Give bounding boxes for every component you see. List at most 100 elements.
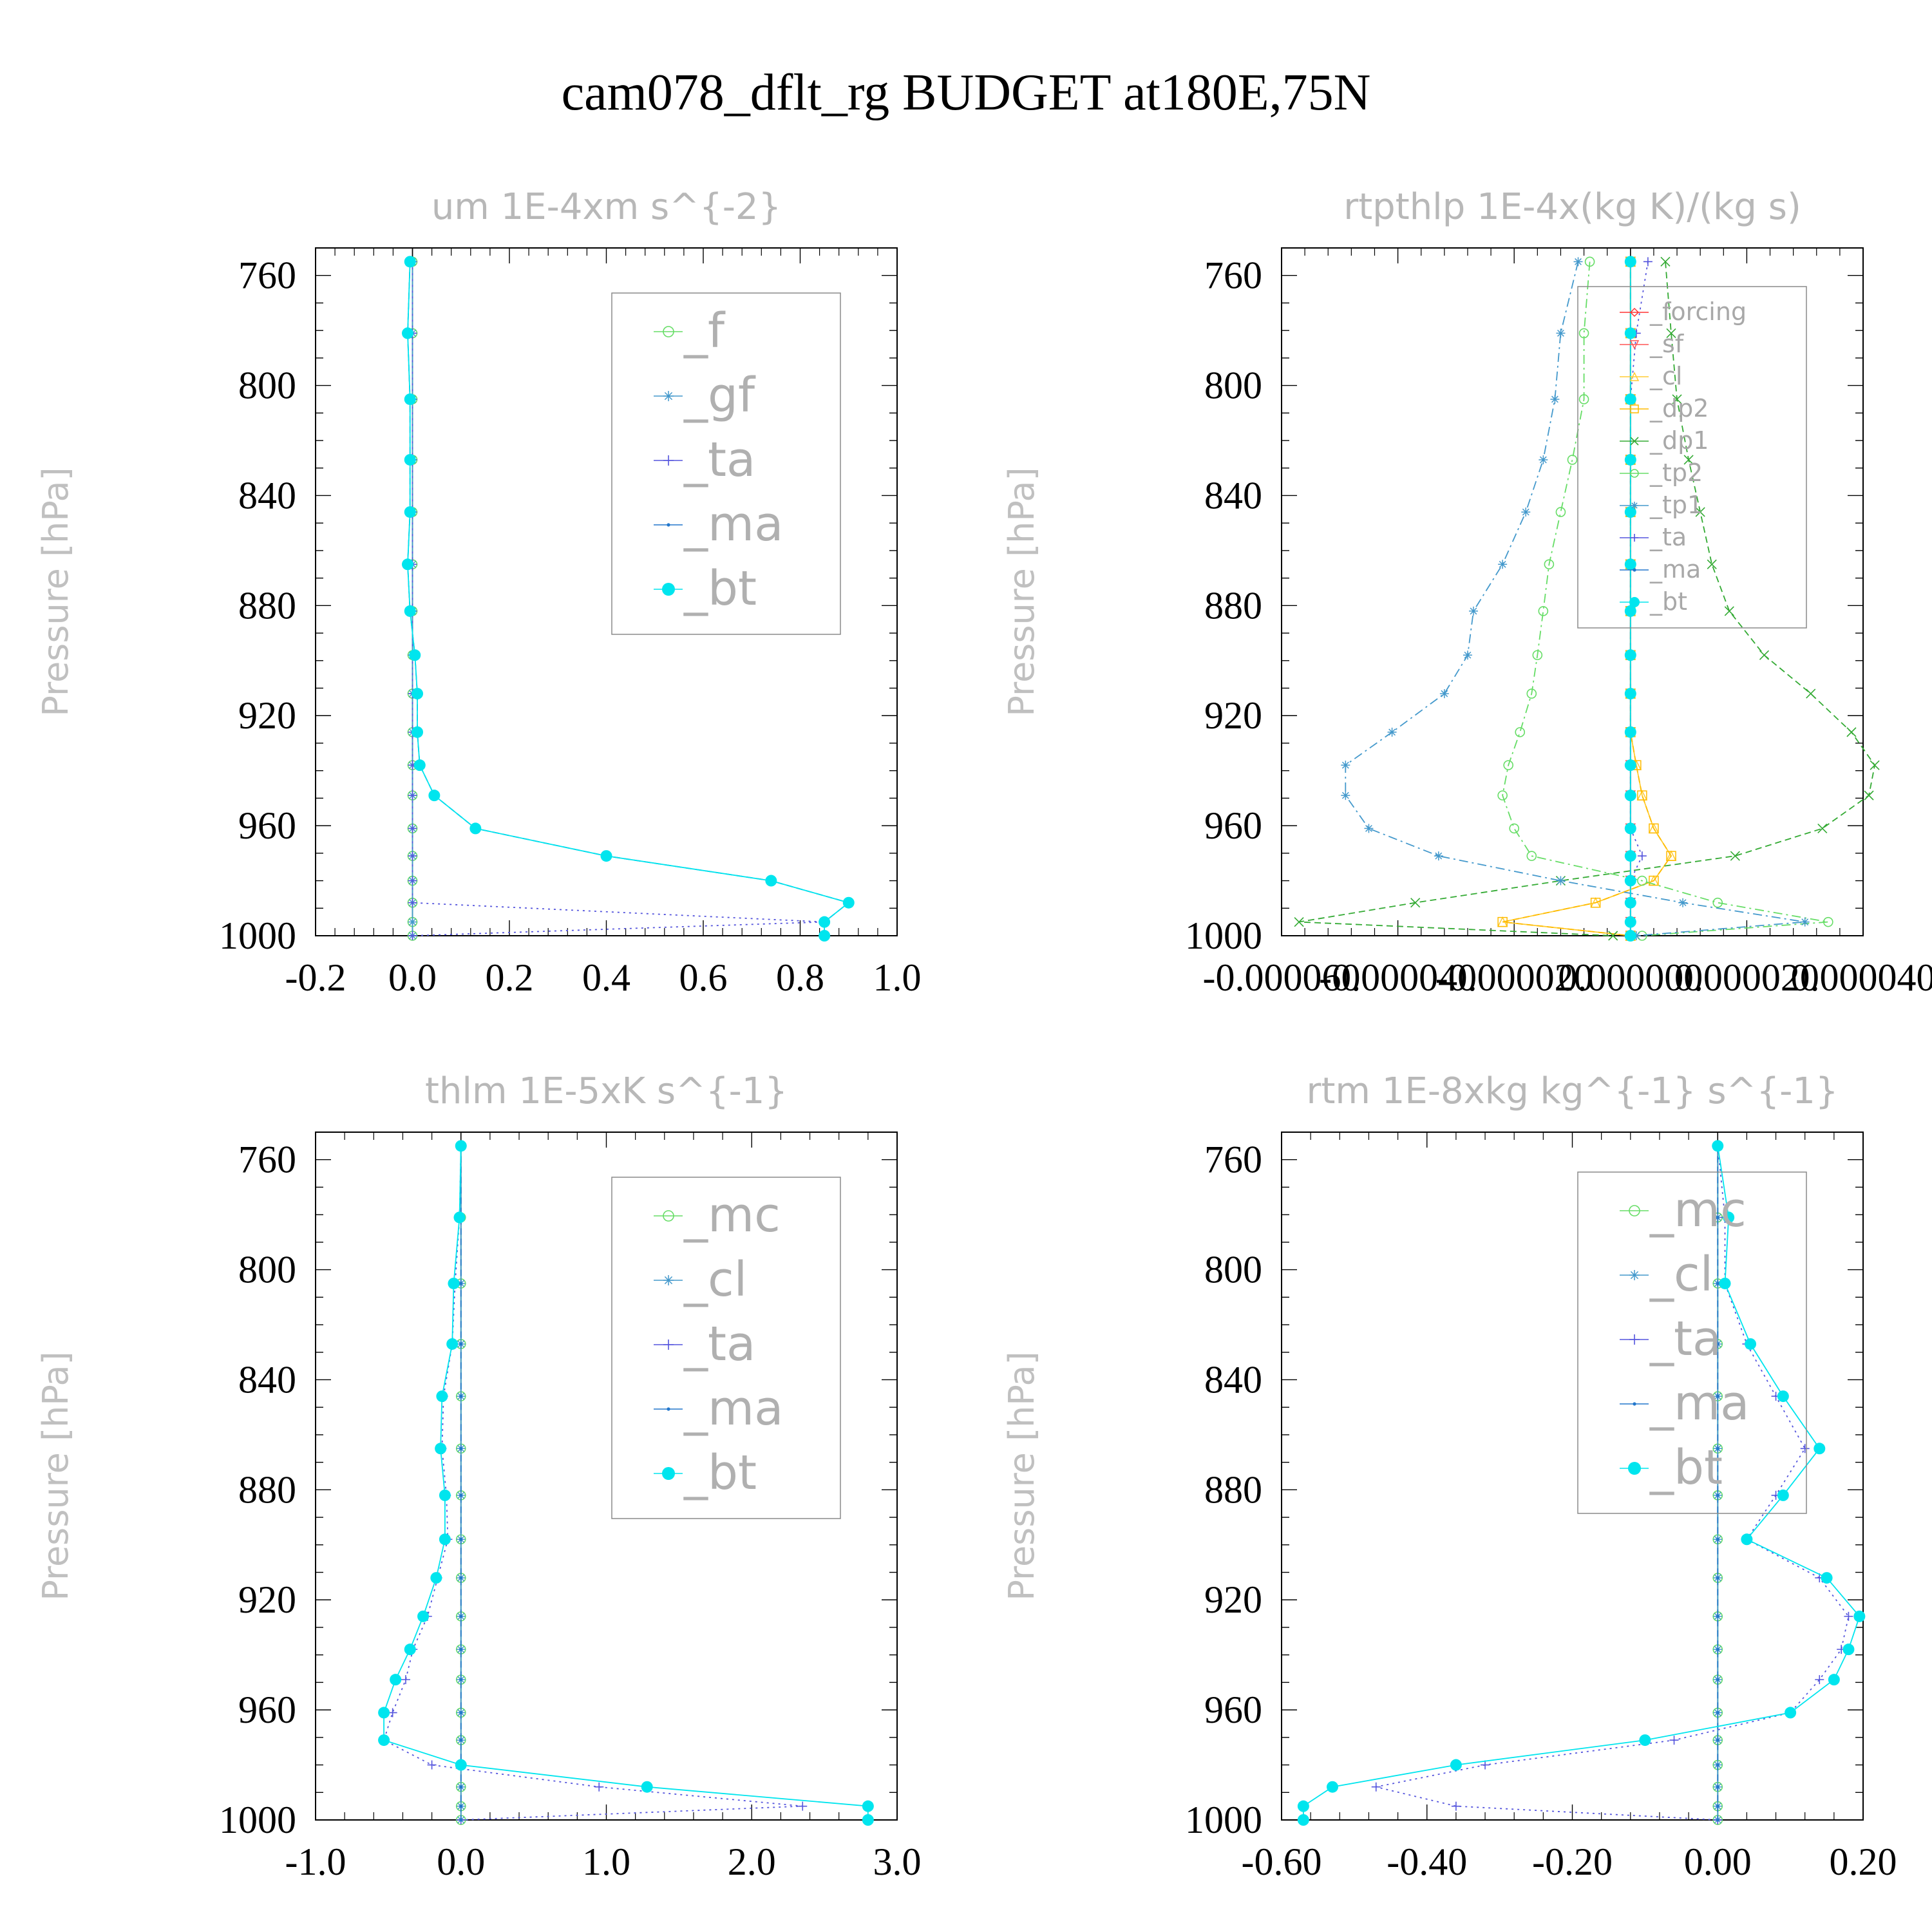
data-point-shape (459, 1537, 463, 1541)
x-tick-label: 0.0 (437, 1841, 485, 1883)
data-point (1624, 759, 1636, 772)
data-point (439, 1533, 451, 1546)
data-point (412, 726, 424, 738)
data-point (408, 898, 417, 907)
data-point (1853, 1610, 1866, 1622)
panel-title: um 1E-4xm s^{-2} (431, 186, 781, 228)
data-point (1817, 823, 1828, 833)
data-point (1497, 916, 1508, 927)
data-point-shape (1498, 560, 1508, 569)
data-point-shape (1297, 1814, 1309, 1826)
data-point (1716, 1446, 1719, 1450)
data-point (1716, 1394, 1719, 1398)
data-point-shape (1624, 930, 1636, 942)
legend-entry: _ta (1620, 523, 1687, 551)
data-point (459, 1446, 463, 1450)
legend-label: _tp2 (1649, 459, 1703, 487)
data-point (1637, 790, 1647, 800)
y-axis-label: Pressure [hPa] (35, 1351, 76, 1600)
legend-marker-shape (1629, 340, 1640, 350)
legend-marker-shape (1629, 372, 1640, 381)
legend-entry: _ta (1620, 1311, 1721, 1367)
data-point (1683, 455, 1694, 465)
data-point (427, 1760, 437, 1770)
data-point-shape (1538, 606, 1549, 616)
y-tick-label: 1000 (219, 914, 296, 957)
data-point-shape (1712, 897, 1723, 908)
data-point-shape (1741, 1533, 1753, 1546)
legend-entry: _bt (654, 561, 757, 616)
legend-marker-shape (663, 455, 674, 466)
data-point-shape (408, 876, 417, 886)
legend-label: _bt (683, 561, 757, 616)
data-point-shape (1817, 823, 1828, 833)
data-point (1785, 1707, 1797, 1719)
data-point (453, 1211, 466, 1224)
data-point (1341, 791, 1350, 800)
data-point (1712, 1140, 1724, 1152)
data-point (1716, 1710, 1719, 1714)
legend-marker-shape (662, 1467, 675, 1480)
data-point (1515, 727, 1526, 737)
data-point-shape (417, 1610, 430, 1622)
data-point (459, 1615, 463, 1618)
data-point (409, 649, 421, 661)
data-point-shape (1723, 1211, 1735, 1224)
data-point-shape (1509, 823, 1519, 834)
data-point-shape (439, 1489, 451, 1501)
data-point-shape (1624, 896, 1636, 909)
data-point-shape (1716, 1763, 1719, 1767)
y-tick-label: 840 (238, 1358, 296, 1401)
data-point-shape (1434, 851, 1443, 861)
legend-marker-shape (663, 1275, 674, 1285)
legend-entry: _ma (1620, 1376, 1749, 1431)
data-point-shape (1624, 688, 1636, 700)
legend-label: _cl (683, 1252, 747, 1307)
data-point (408, 931, 417, 940)
legend-marker (663, 326, 674, 337)
y-tick-label: 1000 (1185, 1799, 1262, 1841)
legend-box (1577, 1171, 1807, 1514)
series-line (407, 261, 850, 936)
data-point (1451, 1801, 1461, 1811)
data-point-shape (404, 506, 416, 518)
data-point-shape (459, 1710, 463, 1714)
data-point-shape (1555, 507, 1566, 517)
data-point-shape (1624, 506, 1636, 518)
data-point-shape (378, 1734, 390, 1747)
series-line (1376, 1146, 1850, 1821)
data-point-shape (1515, 727, 1526, 737)
data-point-shape (1468, 606, 1478, 616)
legend-marker (1629, 1270, 1640, 1280)
data-point (1821, 1572, 1833, 1584)
data-point (417, 1610, 430, 1622)
data-point (1716, 1785, 1719, 1789)
legend-entry: _f (654, 303, 726, 359)
data-point (1637, 875, 1647, 886)
panel-title: thlm 1E-5xK s^{-1} (425, 1070, 788, 1112)
x-tick-label: 0.2 (486, 956, 534, 999)
legend-entry: _mc (654, 1188, 781, 1243)
data-point-shape (1660, 256, 1671, 267)
data-point (459, 1282, 463, 1285)
legend-marker (663, 1340, 674, 1350)
data-point-shape (1532, 650, 1543, 661)
data-point (408, 851, 417, 861)
legend-marker-shape (663, 391, 674, 401)
data-point (1573, 257, 1583, 267)
legend-label: _ma (1649, 1376, 1749, 1431)
data-point (1498, 560, 1508, 569)
data-point (1777, 1489, 1789, 1501)
x-tick-label: -0.60 (1242, 1841, 1322, 1883)
data-point-shape (641, 1781, 653, 1793)
legend-marker-shape (667, 523, 670, 527)
data-point-shape (459, 1282, 463, 1285)
data-point-shape (408, 791, 417, 800)
data-point-shape (459, 1576, 463, 1580)
legend-marker (1631, 502, 1638, 509)
data-point (1823, 916, 1833, 927)
legend-label: _ma (683, 497, 783, 552)
data-point (1716, 1282, 1719, 1285)
data-point (1716, 1576, 1719, 1580)
data-point (1864, 790, 1874, 800)
